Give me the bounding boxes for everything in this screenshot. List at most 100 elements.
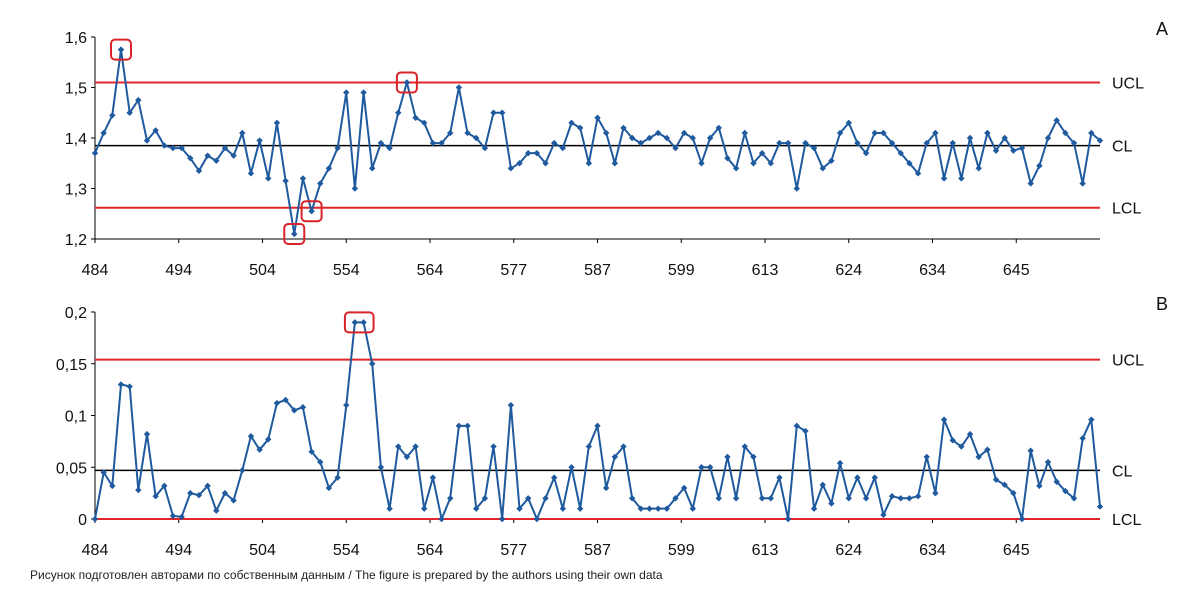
data-point [498, 109, 506, 116]
series-line [94, 48, 1101, 235]
data-point [914, 170, 922, 177]
data-point [628, 495, 636, 502]
data-point [724, 155, 731, 162]
data-point [637, 505, 645, 512]
data-point [507, 401, 515, 409]
data-point [828, 500, 835, 507]
data-point [594, 114, 601, 121]
data-point [273, 399, 281, 407]
data-point [611, 160, 619, 167]
data-point [282, 396, 289, 404]
data-point [265, 436, 272, 443]
data-point [117, 46, 125, 53]
data-point [897, 495, 904, 502]
data-point [784, 515, 792, 523]
x-tick-label: 504 [249, 542, 276, 559]
data-point [239, 467, 246, 474]
data-point [308, 448, 315, 455]
data-point [628, 134, 636, 142]
data-point [516, 160, 523, 167]
data-point [828, 157, 835, 164]
ucl-label: UCL [1112, 353, 1144, 370]
x-tick-label: 484 [82, 262, 109, 279]
data-point [750, 453, 757, 461]
data-point [646, 505, 653, 512]
data-point [369, 360, 376, 367]
x-tick-label: 587 [584, 542, 611, 559]
data-point [403, 453, 411, 461]
x-tick-label: 624 [835, 542, 862, 559]
ucl-label: UCL [1112, 75, 1144, 92]
cl-label: CL [1112, 139, 1133, 156]
data-point [984, 446, 991, 453]
data-point [776, 474, 783, 481]
data-point [282, 177, 289, 185]
data-point [1070, 495, 1078, 502]
data-point [438, 515, 445, 523]
data-point [741, 129, 748, 137]
x-tick-label: 634 [919, 262, 946, 279]
out-of-control-marker [300, 200, 323, 223]
data-point [273, 119, 281, 127]
x-tick-label: 613 [752, 262, 779, 279]
data-point [447, 495, 454, 502]
data-point [516, 505, 523, 512]
x-tick-label: 613 [752, 542, 779, 559]
y-tick-label: 1,4 [65, 131, 87, 148]
x-tick-label: 564 [417, 262, 444, 279]
cl-label: CL [1112, 463, 1133, 480]
data-point [568, 464, 575, 471]
y-tick-label: 0 [78, 512, 87, 529]
data-point [715, 124, 722, 132]
data-point [343, 401, 350, 409]
data-point [334, 474, 341, 481]
data-point [256, 446, 263, 453]
data-point [966, 134, 974, 142]
data-point [845, 495, 852, 502]
data-point [1062, 487, 1069, 495]
lcl-label: LCL [1112, 201, 1141, 218]
data-point [1096, 503, 1104, 510]
data-point [1053, 478, 1060, 485]
data-point [568, 119, 575, 127]
data-point [299, 404, 307, 411]
lcl-label: LCL [1112, 512, 1141, 529]
data-point [438, 139, 445, 147]
data-point [1018, 144, 1026, 152]
data-point [239, 129, 246, 137]
y-tick-label: 1,3 [65, 182, 87, 199]
data-point [377, 464, 385, 471]
data-point [1088, 416, 1095, 423]
data-point [1036, 162, 1043, 169]
data-point [386, 505, 393, 512]
data-point [169, 512, 177, 520]
data-point [793, 185, 800, 192]
data-point [810, 144, 818, 152]
data-point [1096, 137, 1104, 144]
data-point [819, 165, 826, 172]
data-point [550, 474, 558, 481]
data-point [871, 129, 878, 137]
data-point [195, 491, 203, 499]
data-point [620, 124, 627, 132]
data-point [698, 464, 705, 471]
data-point [1079, 435, 1086, 442]
data-point [949, 139, 956, 147]
data-point [455, 422, 463, 430]
data-point [490, 109, 497, 116]
y-tick-label: 1,5 [65, 81, 87, 98]
data-point [507, 165, 515, 172]
data-point [447, 129, 454, 137]
data-point [940, 175, 948, 182]
data-point [1010, 147, 1017, 154]
data-point [576, 124, 584, 132]
data-point [412, 443, 419, 450]
data-point [1044, 134, 1052, 142]
y-tick-label: 0,1 [65, 409, 87, 426]
data-point [1001, 134, 1008, 142]
data-point [672, 495, 679, 502]
data-point [524, 149, 532, 157]
data-point [299, 175, 307, 182]
data-point [793, 422, 800, 430]
x-tick-label: 564 [417, 542, 444, 559]
